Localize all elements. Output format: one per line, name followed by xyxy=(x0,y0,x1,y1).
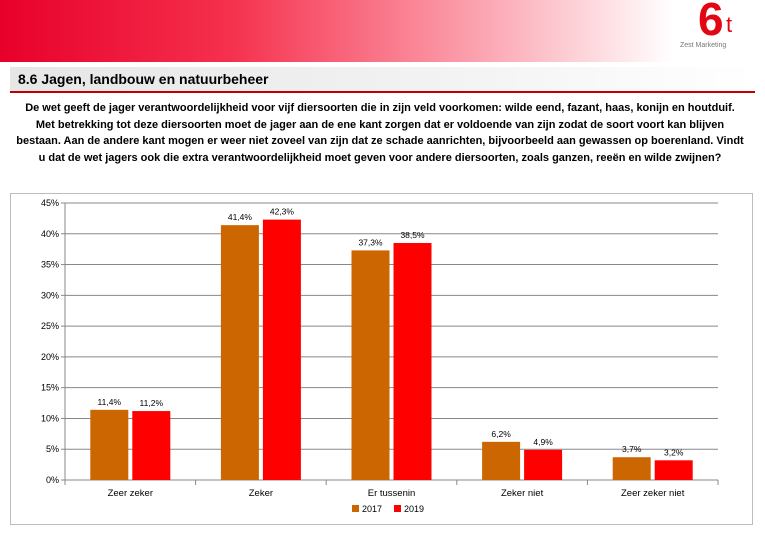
chart-frame xyxy=(10,193,753,525)
bar-2017 xyxy=(612,457,651,480)
bar-2017 xyxy=(90,409,129,480)
x-category-label: Er tussenin xyxy=(368,488,416,499)
data-label: 41,4% xyxy=(228,212,253,222)
y-tick-label: 15% xyxy=(41,383,59,393)
section-title: 8.6 Jagen, landbouw en natuurbeheer xyxy=(18,71,269,87)
y-tick-label: 25% xyxy=(41,321,59,331)
data-label: 38,5% xyxy=(400,230,425,240)
y-tick-label: 40% xyxy=(41,229,59,239)
company-logo: 6 t Zest Marketing xyxy=(660,0,760,56)
x-category-label: Zeker xyxy=(249,488,273,499)
data-label: 6,2% xyxy=(491,429,511,439)
legend-label: 2017 xyxy=(362,504,382,514)
legend-label: 2019 xyxy=(404,504,424,514)
y-tick-label: 5% xyxy=(46,444,59,454)
bar-2019 xyxy=(393,243,432,480)
bar-2017 xyxy=(351,250,390,480)
section-header: 8.6 Jagen, landbouw en natuurbeheer xyxy=(10,67,755,93)
bar-2019 xyxy=(132,411,171,480)
logo-mark: 6 xyxy=(698,0,724,45)
data-label: 11,4% xyxy=(98,397,122,407)
data-label: 42,3% xyxy=(270,207,295,217)
y-tick-label: 30% xyxy=(41,290,59,300)
logo-sub: t xyxy=(726,12,733,37)
y-tick-label: 35% xyxy=(41,260,59,270)
data-label: 3,2% xyxy=(664,447,684,457)
y-tick-label: 20% xyxy=(41,352,59,362)
data-label: 3,7% xyxy=(622,444,642,454)
y-tick-label: 0% xyxy=(46,475,59,485)
data-label: 4,9% xyxy=(533,437,553,447)
legend-swatch xyxy=(352,505,359,512)
bar-2017 xyxy=(220,225,259,480)
bar-2019 xyxy=(654,460,693,480)
bar-2019 xyxy=(262,219,301,480)
data-label: 11,2% xyxy=(140,398,164,408)
logo-tagline: Zest Marketing xyxy=(680,42,727,49)
y-tick-label: 45% xyxy=(41,198,59,208)
bar-2017 xyxy=(482,441,521,480)
data-label: 37,3% xyxy=(358,237,383,247)
survey-question: De wet geeft de jager verantwoordelijkhe… xyxy=(16,102,744,164)
bar-2019 xyxy=(524,449,563,480)
y-tick-label: 10% xyxy=(41,413,59,423)
legend-swatch xyxy=(394,505,401,512)
x-category-label: Zeer zeker xyxy=(108,488,153,499)
x-category-label: Zeker niet xyxy=(501,488,544,499)
header-banner xyxy=(0,0,765,62)
x-category-label: Zeer zeker niet xyxy=(621,488,685,499)
